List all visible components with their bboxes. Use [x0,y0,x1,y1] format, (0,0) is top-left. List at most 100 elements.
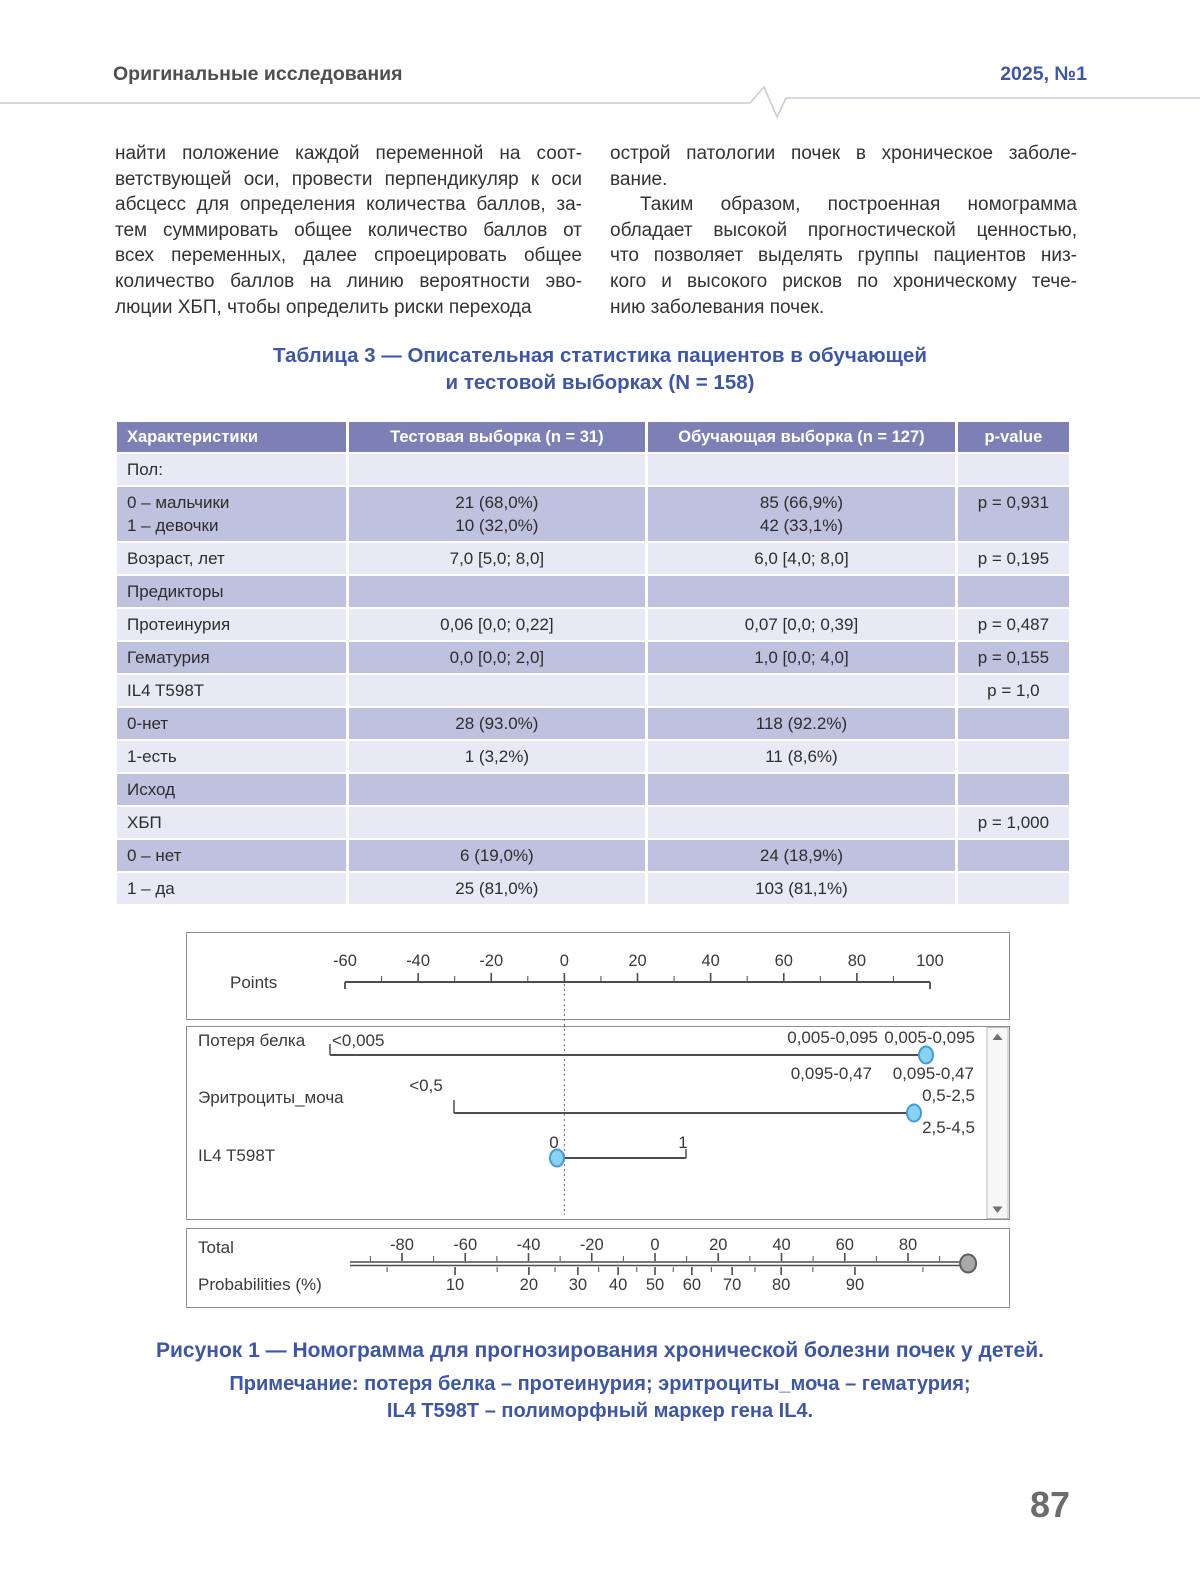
table-title-line1: Таблица 3 — Описательная статистика паци… [273,344,927,367]
prob-tick-label: 40 [609,1276,627,1294]
table-row: ХБП p = 1,000 [117,807,1069,838]
predictor-label: Потеря белка [198,1031,306,1050]
text-line: кого и высокого рисков по хроническому т… [610,270,1077,292]
total-axis-title: Total [198,1238,234,1257]
table-cell [648,675,955,706]
prob-tick-label: 30 [569,1276,587,1294]
table-cell [957,741,1069,772]
table-row: 0-нет 28 (93.0%) 118 (92.2%) [117,708,1069,739]
table-cell: Возраст, лет [117,543,346,574]
table-cell: Протеинурия [117,609,346,640]
table-cell: 0,06 [0,0; 0,22] [348,609,646,640]
points-tick-label: 20 [628,952,646,970]
section-heading: Оригинальные исследования [113,63,403,85]
col-header-train-sample: Обучающая выборка (n = 127) [648,422,955,452]
table-cell: 28 (93.0%) [348,708,646,739]
predictor-label: Эритроциты_моча [198,1088,344,1107]
points-axis-title: Points [230,973,277,992]
table-row: Исход [117,774,1069,805]
col-header-characteristics: Характеристики [117,422,346,452]
total-tick-label: 60 [836,1236,854,1254]
table-cell: 1 (3,2%) [348,741,646,772]
figure-caption-line3: IL4 T598T – полиморфный маркер гена IL4. [386,1400,814,1422]
marker-total [959,1253,978,1274]
table-cell: 21 (68,0%) 10 (32,0%) [348,487,646,541]
points-tick-label: -20 [479,952,503,970]
total-tick-label: 0 [650,1236,659,1254]
table-row: 1-есть 1 (3,2%) 11 (8,6%) [117,741,1069,772]
table-cell: 0 – мальчики 1 – девочки [117,487,346,541]
table-row: 0 – мальчики 1 – девочки 21 (68,0%) 10 (3… [117,487,1069,541]
category-label: 1 [678,1133,687,1152]
table-cell: 103 (81,1%) [648,873,955,904]
table-cell: Предикторы [117,576,346,607]
body-column-left: найти положение каждой переменной на соо… [115,141,582,320]
issue-label: 2025, №1 [1000,63,1087,85]
prob-tick-label: 80 [772,1276,790,1294]
table-header-row: Характеристики Тестовая выборка (n = 31)… [117,422,1069,452]
category-label: 0,5-2,5 [922,1086,975,1105]
table-cell: 1-есть [117,741,346,772]
text-line: люции ХБП, чтобы определить риски перехо… [115,296,532,318]
table-row: 0 – нет 6 (19,0%) 24 (18,9%) [117,840,1069,871]
prob-tick-label: 70 [723,1276,741,1294]
prob-tick-label: 10 [446,1276,464,1294]
total-tick-label: 80 [899,1236,917,1254]
category-label: <0,5 [409,1076,443,1095]
table-row: 1 – да 25 (81,0%) 103 (81,1%) [117,873,1069,904]
points-tick-label: -60 [333,952,357,970]
points-tick-label: 40 [701,952,719,970]
table-cell: p = 1,000 [957,807,1069,838]
table-cell: 11 (8,6%) [648,741,955,772]
text-line: абсцесс для определения количества балло… [115,194,582,216]
prob-tick-label: 60 [683,1276,701,1294]
points-tick-label: 80 [848,952,866,970]
text-line: тем суммировать общее количество баллов … [115,219,582,241]
figure-caption-line2: Примечание: потеря белка – протеинурия; … [229,1373,971,1395]
points-tick-label: 100 [916,952,944,970]
table-cell: 0 – нет [117,840,346,871]
category-label: 0 [549,1133,558,1152]
table-row: IL4 T598T p = 1,0 [117,675,1069,706]
table-row: Протеинурия 0,06 [0,0; 0,22] 0,07 [0,0; 0,… [117,609,1069,640]
figure-caption-line1: Рисунок 1 — Номограмма для прогнозирован… [156,1339,1044,1362]
table-cell: IL4 T598T [117,675,346,706]
col-header-p-value: p-value [957,422,1069,452]
total-tick-label: -20 [580,1236,604,1254]
table-cell: 24 (18,9%) [648,840,955,871]
stats-table: Характеристики Тестовая выборка (n = 31)… [114,420,1072,906]
table-cell [648,774,955,805]
table-cell: 1,0 [0,0; 4,0] [648,642,955,673]
page-number: 87 [1029,1484,1070,1525]
text-line: количество баллов на линию вероятности э… [115,270,582,292]
scrollbar-up-icon[interactable] [992,1033,1003,1041]
category-label: 0,005-0,095 [884,1028,975,1047]
table-cell [348,454,646,485]
stats-table-body: Пол: 0 – мальчики 1 – девочки 21 (68,0%) 1… [117,454,1069,904]
text-line: найти положение каждой переменной на соо… [115,143,582,164]
table-cell: 0-нет [117,708,346,739]
col-header-test-sample: Тестовая выборка (n = 31) [348,422,646,452]
table-row: Гематурия 0,0 [0,0; 2,0] 1,0 [0,0; 4,0] p =… [117,642,1069,673]
table-cell [957,708,1069,739]
total-tick-label: -40 [517,1236,541,1254]
table-cell: 0,07 [0,0; 0,39] [648,609,955,640]
scrollbar-track[interactable] [986,1027,1009,1219]
paragraph: острой патологии почек в хроническое заб… [610,141,1077,192]
points-tick-label: 0 [560,952,569,970]
marker-proteinuria [918,1045,934,1065]
table-cell: p = 0,195 [957,543,1069,574]
total-tick-label: -60 [453,1236,477,1254]
table-cell: p = 1,0 [957,675,1069,706]
prob-tick-label: 90 [846,1276,864,1294]
text-line: всех переменных, далее спроецировать общ… [115,245,582,267]
table-cell: 7,0 [5,0; 8,0] [348,543,646,574]
category-label: <0,005 [332,1031,384,1050]
points-tick-label: 60 [775,952,793,970]
table-cell: 1 – да [117,873,346,904]
scrollbar-down-icon[interactable] [992,1206,1003,1214]
points-box [186,932,1010,1020]
table-cell [348,807,646,838]
